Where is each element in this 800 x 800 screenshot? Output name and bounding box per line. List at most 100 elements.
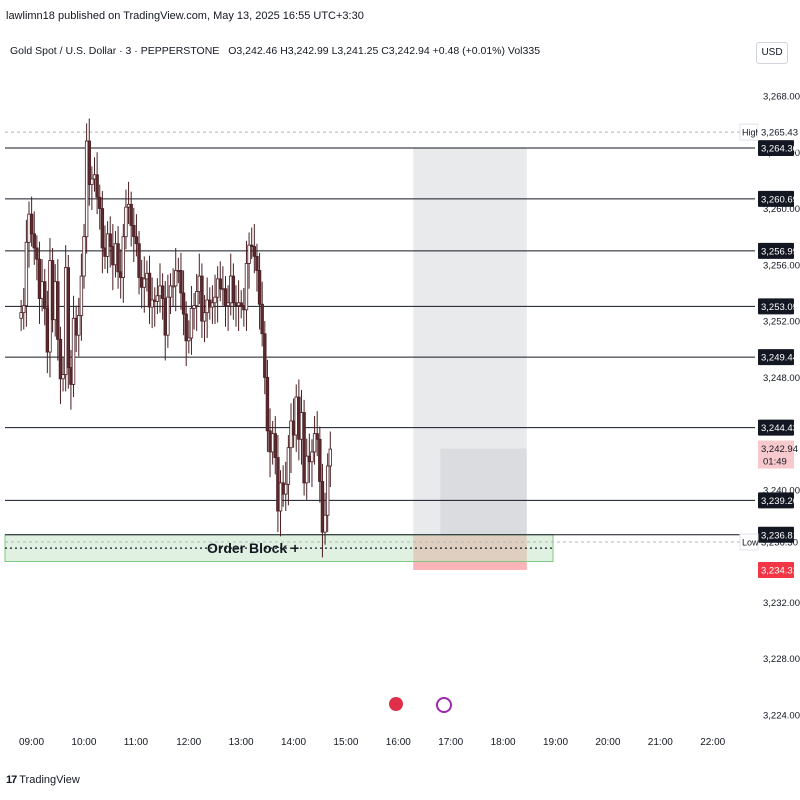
candle-body	[119, 271, 123, 278]
candle-body	[35, 247, 39, 260]
x-tick-label: 10:00	[71, 737, 96, 748]
symbol-legend: Gold Spot / U.S. Dollar · 3 · PEPPERSTON…	[10, 45, 540, 57]
candle-body	[158, 285, 162, 297]
y-tick-label: 3,268.00	[763, 92, 800, 103]
ohlc-low: L3,241.25	[331, 45, 379, 57]
candle-body	[48, 260, 52, 353]
x-tick-label: 18:00	[491, 737, 516, 748]
volume-value: Vol335	[507, 45, 541, 57]
candle-body	[111, 246, 115, 266]
x-tick-label: 14:00	[281, 737, 306, 748]
level-price-tag-bg	[758, 190, 794, 207]
candle-body	[234, 302, 238, 307]
candle-body	[116, 243, 120, 273]
x-tick-label: 15:00	[333, 737, 358, 748]
candle-body	[320, 481, 325, 533]
ohlc-close: C3,242.94	[381, 45, 430, 57]
x-tick-label: 12:00	[176, 737, 201, 748]
candle-body	[98, 196, 102, 209]
candle-body	[124, 206, 128, 238]
candle-body	[37, 258, 42, 299]
low-marker-bg	[739, 533, 759, 551]
candle-body	[58, 338, 63, 380]
candle-body	[223, 288, 228, 307]
candle-body	[210, 302, 215, 308]
candle-body	[307, 455, 312, 463]
candle-body	[50, 260, 55, 321]
position-open-pnl-zone	[440, 448, 527, 535]
candle-body	[310, 451, 314, 463]
y-tick-label: 3,252.00	[763, 317, 800, 328]
candle-body	[247, 244, 251, 264]
candle-body	[255, 255, 259, 271]
candle-body	[213, 296, 217, 304]
y-tick-label: 3,256.00	[763, 260, 800, 271]
currency-button[interactable]: USD	[756, 42, 788, 64]
level-price-tag: 3,256.99	[761, 246, 798, 257]
y-tick-label: 3,240.00	[763, 485, 800, 496]
candle-body	[139, 277, 144, 288]
candle-body	[113, 243, 118, 266]
y-tick-label: 3,248.00	[763, 373, 800, 384]
economic-event-icon[interactable]	[389, 697, 403, 711]
news-event-icon[interactable]	[436, 697, 452, 713]
candle-body	[92, 174, 97, 180]
level-price-tag-bg	[758, 419, 794, 436]
candle-body	[328, 448, 332, 467]
level-price-tag: 3,239.26	[761, 496, 798, 507]
candle-body	[137, 243, 141, 278]
candle-body	[289, 420, 293, 449]
candle-body	[181, 292, 186, 315]
candle-body	[134, 236, 139, 245]
candle-body	[192, 305, 196, 309]
high-marker-label: High	[742, 128, 761, 138]
candle-body	[77, 315, 81, 336]
low-marker-label: Low	[742, 537, 759, 547]
level-price-tag-bg	[758, 349, 794, 366]
tradingview-logo[interactable]: 17 TradingView	[6, 774, 80, 786]
candle-body	[24, 241, 29, 307]
candle-body	[200, 275, 204, 322]
candle-body	[276, 457, 280, 512]
tradingview-mark-icon: 17	[6, 774, 17, 786]
candle-body	[66, 267, 70, 368]
level-price-tag: 3,244.43	[761, 423, 798, 434]
x-tick-label: 20:00	[595, 737, 620, 748]
level-price-tag: 3,264.30	[761, 144, 798, 155]
position-target-zone[interactable]	[413, 148, 527, 535]
level-price-tag-bg	[758, 492, 794, 509]
ohlc-open: O3,242.46	[228, 45, 278, 57]
candle-body	[53, 281, 57, 321]
candle-body	[278, 482, 283, 512]
last-price-label: 3,242.94	[761, 444, 798, 455]
published-by-line: lawlimn18 published on TradingView.com, …	[6, 10, 364, 22]
x-tick-label: 11:00	[124, 737, 149, 748]
candle-body	[286, 447, 291, 485]
candle-body	[312, 433, 317, 453]
candle-body	[27, 213, 31, 243]
ohlc-high: H3,242.99	[280, 45, 329, 57]
candle-body	[71, 317, 76, 385]
y-tick-label: 3,232.00	[763, 598, 800, 609]
candle-body	[205, 299, 209, 314]
candle-body	[273, 433, 277, 458]
candle-body	[265, 376, 270, 432]
candle-body	[126, 203, 131, 208]
candle-body	[218, 278, 222, 290]
candle-body	[176, 270, 181, 272]
candle-body	[45, 308, 50, 353]
candle-body	[129, 203, 133, 226]
candle-body	[299, 412, 304, 440]
symbol-name[interactable]: Gold Spot / U.S. Dollar · 3 · PEPPERSTON…	[10, 45, 220, 57]
order-block-label[interactable]: Order Block +	[207, 540, 299, 556]
last-price-bg	[758, 440, 794, 469]
level-price-tag-bg	[758, 242, 794, 259]
candle-body	[145, 272, 149, 280]
candle-body	[95, 174, 99, 198]
candle-body	[325, 465, 330, 516]
candle-body	[153, 299, 157, 302]
candle-body	[29, 213, 34, 235]
y-tick-label: 3,228.00	[763, 654, 800, 665]
candle-body	[82, 236, 86, 277]
